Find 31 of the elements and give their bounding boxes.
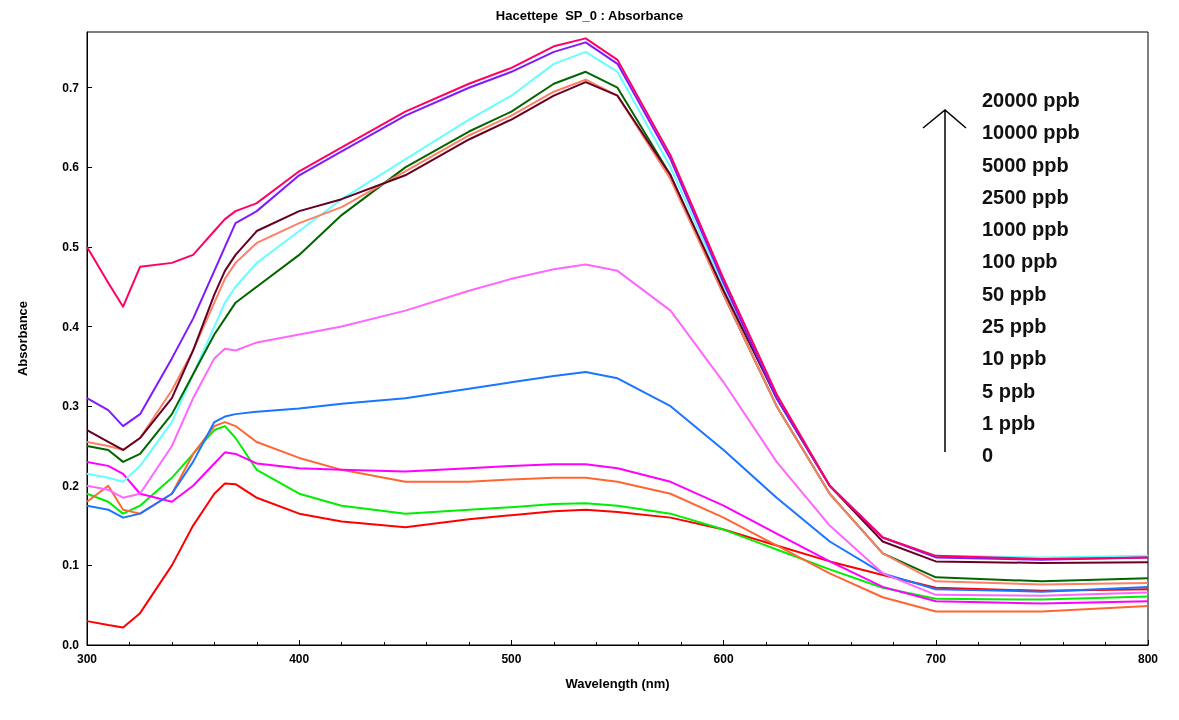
y-tick-label: 0.5 [62,239,80,254]
x-tick-label: 300 [76,652,98,666]
annotation: 1 ppb [982,410,1037,436]
x-tick-label: 700 [925,652,947,666]
x-axis-title: Wavelength (nm) [565,676,670,691]
line-series [86,482,1149,629]
annotation: 2500 ppb [982,184,1070,210]
annotation: 100 ppb [982,249,1059,275]
line-series [86,370,1149,593]
y-axis-title: Absorbance [15,300,30,377]
x-tick-label: 600 [713,652,734,666]
annotation: 20000 ppb [982,88,1080,113]
annotation: 5000 ppb [982,152,1070,178]
annotation: 1000 ppb [982,217,1070,243]
y-tick-label: 0.2 [62,478,80,493]
y-tick-label: 0.4 [62,319,80,334]
annotation: 0 [982,443,995,469]
y-tick-label: 0.6 [62,160,80,175]
y-tick-label: 0.7 [62,80,80,95]
x-tick-label: 400 [289,652,310,666]
chart-title: Hacettepe SP_0 : Absorbance [495,8,684,23]
annotation: 5 ppb [982,378,1037,404]
annotation: 50 ppb [982,281,1048,307]
x-tick-label: 800 [1137,652,1159,666]
x-tick-label: 500 [501,652,522,666]
annotation: 10000 ppb [982,120,1080,146]
y-tick-label: 0.0 [62,638,80,652]
annotation: 25 ppb [982,314,1048,340]
annotation: 10 ppb [982,346,1048,372]
y-tick-label: 0.1 [62,558,80,573]
y-tick-label: 0.3 [62,399,80,414]
